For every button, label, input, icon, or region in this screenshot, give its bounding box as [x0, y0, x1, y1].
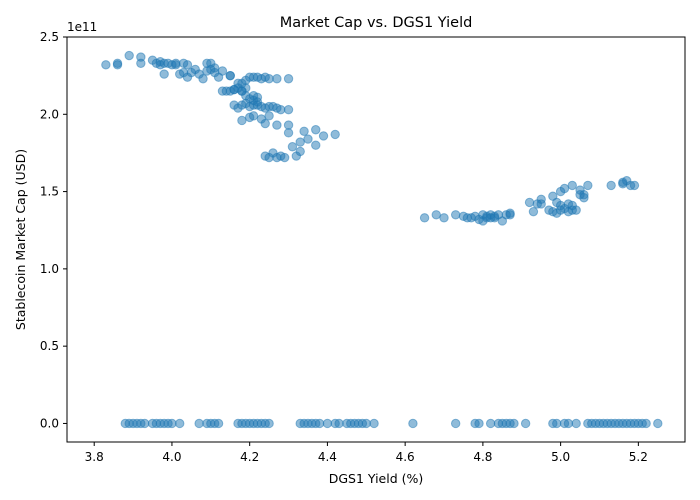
data-point	[314, 418, 325, 429]
x-tick-label: 4.6	[396, 450, 415, 464]
y-tick-label: 1.5	[40, 185, 59, 199]
data-point	[264, 74, 274, 84]
data-point	[225, 70, 235, 81]
data-point	[171, 58, 181, 68]
data-point	[283, 128, 294, 138]
data-point	[369, 418, 379, 429]
data-point	[439, 213, 449, 223]
data-points	[101, 50, 663, 429]
data-point	[299, 126, 309, 136]
data-point	[124, 50, 134, 61]
data-point	[260, 118, 270, 129]
data-point	[485, 418, 496, 429]
y-axis-ticks: 0.0 0.5 1.0 1.5 2.0 2.5	[40, 30, 67, 430]
data-point	[287, 142, 298, 152]
data-point	[279, 152, 290, 163]
x-tick-label: 3.8	[85, 450, 104, 464]
data-point	[283, 120, 294, 130]
data-point	[563, 418, 574, 429]
x-tick-label: 4.0	[162, 450, 181, 464]
x-tick-label: 4.2	[240, 450, 259, 464]
data-point	[318, 131, 329, 141]
data-point	[140, 418, 150, 429]
data-point	[217, 66, 228, 76]
data-point	[509, 418, 519, 429]
data-point	[272, 120, 282, 130]
y-axis-offset-label: 1e11	[67, 20, 97, 34]
data-point	[361, 418, 371, 429]
data-point	[330, 129, 340, 140]
data-point	[311, 140, 321, 150]
y-tick-label: 2.5	[40, 30, 59, 44]
y-tick-label: 0.5	[40, 339, 59, 353]
data-point	[283, 74, 294, 84]
data-point	[571, 418, 581, 429]
data-point	[268, 148, 278, 158]
data-point	[182, 60, 193, 70]
data-point	[101, 60, 111, 70]
data-point	[334, 418, 344, 429]
data-point	[264, 111, 274, 121]
data-point	[272, 74, 282, 84]
x-tick-label: 4.4	[318, 450, 337, 464]
plot-frame	[66, 36, 686, 443]
data-point	[583, 180, 593, 191]
data-point	[524, 197, 535, 208]
data-point	[167, 418, 177, 429]
x-tick-label: 4.8	[473, 450, 492, 464]
data-point	[276, 104, 286, 115]
data-point	[295, 137, 305, 147]
data-point	[450, 418, 461, 429]
data-point	[264, 418, 274, 429]
data-point	[311, 125, 321, 135]
data-point	[450, 210, 461, 220]
data-point	[241, 83, 251, 93]
data-point	[175, 418, 185, 429]
y-tick-label: 1.0	[40, 262, 59, 276]
data-point	[618, 179, 628, 189]
data-point	[248, 111, 259, 121]
x-axis-ticks: 3.8 4.0 4.2 4.4 4.6 4.8 5.0 5.2	[85, 442, 648, 464]
data-point	[536, 194, 546, 205]
data-point	[431, 210, 441, 220]
y-axis-title: Stablecoin Market Cap (USD)	[13, 149, 28, 330]
data-point	[505, 208, 515, 218]
data-point	[641, 418, 651, 429]
data-point	[408, 418, 418, 429]
data-point	[567, 180, 577, 191]
data-point	[136, 58, 146, 68]
data-point	[322, 418, 333, 429]
data-point	[419, 213, 430, 223]
data-point	[474, 418, 484, 429]
data-point	[571, 205, 581, 215]
y-tick-label: 2.0	[40, 107, 59, 121]
y-tick-label: 0.0	[40, 416, 59, 430]
data-point	[303, 134, 313, 144]
x-tick-label: 5.2	[629, 450, 648, 464]
data-point	[213, 418, 224, 429]
data-point	[217, 86, 228, 96]
x-tick-label: 5.0	[551, 450, 570, 464]
data-point	[629, 180, 640, 191]
data-point	[559, 183, 570, 194]
data-point	[295, 146, 305, 157]
data-point	[520, 418, 531, 429]
data-point	[579, 193, 589, 203]
data-point	[112, 60, 123, 70]
data-point	[194, 418, 204, 429]
data-point	[552, 418, 562, 429]
data-point	[283, 104, 294, 115]
data-point	[528, 206, 539, 217]
data-point	[552, 197, 562, 208]
data-point	[198, 74, 208, 84]
data-point	[653, 418, 663, 429]
chart-title: Market Cap vs. DGS1 Yield	[280, 15, 473, 31]
data-point	[606, 180, 616, 191]
data-point	[159, 69, 169, 79]
data-point	[210, 63, 220, 73]
x-axis-title: DGS1 Yield (%)	[329, 471, 424, 486]
data-point	[237, 115, 247, 126]
